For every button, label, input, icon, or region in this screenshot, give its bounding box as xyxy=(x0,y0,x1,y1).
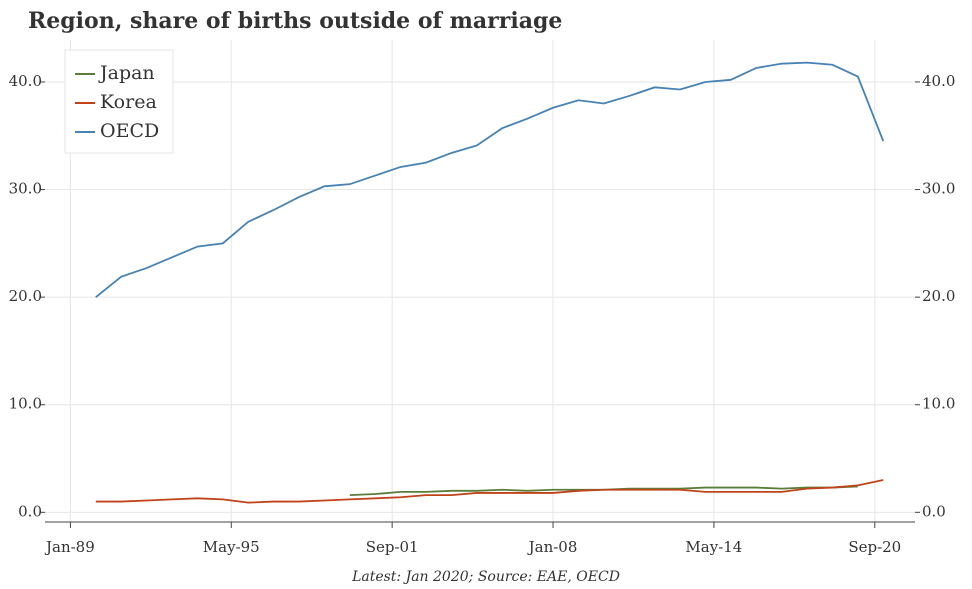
y2-tick-label: 40.0 xyxy=(922,72,955,90)
y-tick-label: 10.0 xyxy=(9,395,42,413)
footnote: Latest: Jan 2020; Source: EAE, OECD xyxy=(351,569,620,585)
legend-label: OECD xyxy=(100,120,159,142)
x-tick-label: Sep-01 xyxy=(366,538,419,556)
x-tick-label: Sep-20 xyxy=(848,538,901,556)
x-tick-label: May-95 xyxy=(203,538,260,556)
y2-tick-label: 0.0 xyxy=(922,502,946,520)
y2-tick-label: 30.0 xyxy=(922,180,955,198)
y-tick-label: 30.0 xyxy=(9,180,42,198)
x-tick-label: Jan-08 xyxy=(527,538,578,556)
y-tick-label: 40.0 xyxy=(9,72,42,90)
legend-label: Korea xyxy=(100,91,157,113)
series-line xyxy=(95,61,885,298)
chart-title: Region, share of births outside of marri… xyxy=(28,8,562,34)
series-line xyxy=(95,479,884,504)
x-tick-label: Jan-89 xyxy=(44,538,95,556)
x-tick-label: May-14 xyxy=(685,538,742,556)
legend-label: Japan xyxy=(98,62,155,84)
y2-tick-label: 10.0 xyxy=(922,395,955,413)
y-tick-label: 20.0 xyxy=(9,287,42,305)
legend-box xyxy=(64,49,174,154)
y-tick-label: 0.0 xyxy=(18,502,42,520)
series-line xyxy=(349,485,858,496)
y2-tick-label: 20.0 xyxy=(922,287,955,305)
